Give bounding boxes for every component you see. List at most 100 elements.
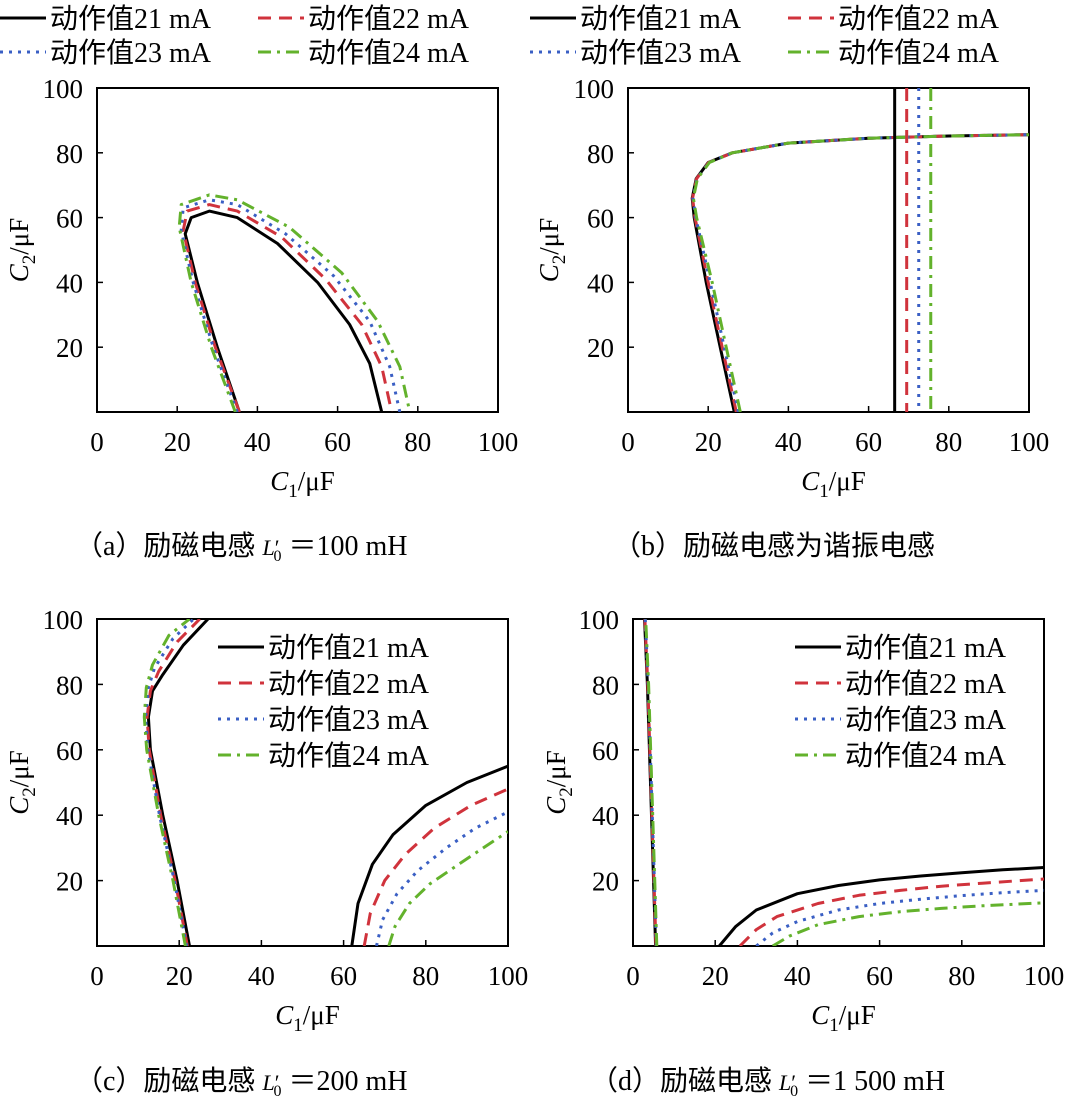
legend-entry-21ma-label: 动作值21 mA [845,632,1007,664]
plot-area [643,619,1044,946]
legend-entry-21ma-label: 动作值21 mA [268,632,430,664]
x-tick-label: 100 [1009,427,1050,457]
x-tick-label: 40 [244,427,271,457]
y-tick-label: 80 [592,670,619,700]
panel-caption: （d）励磁电感 L′0 ＝1 500 mH [590,1065,945,1100]
caption-suffix: ＝100 mH [282,531,408,562]
y-tick-label: 60 [56,204,83,234]
series-line-24ma [177,193,412,412]
y-axis-symbol: C [541,796,571,815]
y-tick-label: 80 [56,670,83,700]
y-tick-label: 20 [587,333,614,363]
y-tick-label: 100 [579,605,620,635]
legend-entry-24ma-label: 动作值24 mA [845,740,1007,772]
x-tick-label: 40 [775,427,802,457]
x-axis-unit: /μF [839,1000,876,1030]
series-line-21ma-b [718,866,1044,946]
y-axis-title: C2/μF [4,218,40,283]
x-tick-label: 80 [935,427,962,457]
y-axis-unit: /μF [4,750,34,787]
series-line-21ma [690,133,1029,412]
x-tick-label: 100 [1024,961,1065,991]
legend: 动作值21 mA 动作值22 mA 动作值23 mA 动作值24 mA [218,632,430,772]
y-tick-label: 40 [56,268,83,298]
caption-prefix: （c）励磁电感 [75,1065,262,1097]
y-tick-label: 60 [592,736,619,766]
x-tick-label: 100 [488,961,529,991]
legend-entry-23ma-label: 动作值23 mA [580,37,742,69]
x-axis-unit: /μF [298,466,335,496]
caption-prime: ′ [275,1070,280,1095]
y-axis-subscript: 2 [556,787,577,797]
y-axis-title: C2/μF [4,750,40,815]
series-line-24ma [142,619,191,946]
x-tick-label: 40 [784,961,811,991]
x-tick-label: 60 [866,961,893,991]
legend: 动作值21 mA 动作值22 mA 动作值23 mA 动作值24 mA [795,632,1007,772]
y-tick-label: 20 [56,867,83,897]
series-line-22ma-b [738,877,1044,946]
legend-entry-21ma-label: 动作值21 mA [580,3,742,35]
y-axis-subscript: 2 [549,255,570,265]
y-axis-unit: /μF [4,218,34,255]
x-tick-label: 60 [330,961,357,991]
x-tick-label: 100 [478,427,519,457]
x-axis-symbol: C [801,466,820,496]
y-tick-label: 60 [587,204,614,234]
series-line-23ma [179,198,402,412]
panel-caption: （b）励磁电感为谐振电感 [613,530,935,562]
plot-frame [632,618,1045,947]
x-axis-symbol: C [270,466,289,496]
y-tick-label: 80 [587,139,614,169]
y-tick-label: 40 [587,268,614,298]
series-line-24ma [644,619,659,946]
series-line-23ma [144,619,195,946]
plot-frame [96,618,509,947]
y-tick-label: 20 [56,333,83,363]
panel-caption: （c）励磁电感 L′0 ＝200 mH [75,1065,408,1100]
y-axis-unit: /μF [534,218,564,255]
caption-suffix: ＝200 mH [282,1066,408,1097]
legend-entry-23ma-label: 动作值23 mA [50,37,212,69]
y-axis-symbol: C [534,263,564,282]
caption-prefix: （d）励磁电感 [590,1065,779,1097]
y-axis-unit: /μF [541,750,571,787]
y-axis-title: C2/μF [534,218,570,283]
x-tick-label: 0 [621,427,635,457]
x-tick-label: 80 [948,961,975,991]
x-tick-label: 80 [404,427,431,457]
x-axis-title: C1/μF [270,466,335,502]
y-tick-label: 100 [43,74,84,104]
series-line-22ma [181,203,394,412]
y-tick-label: 40 [56,801,83,831]
y-tick-label: 100 [43,605,84,635]
y-axis-subscript: 2 [19,787,40,797]
caption-symbol: L [261,1070,274,1095]
series-line-22ma [691,133,1029,412]
y-tick-label: 60 [56,736,83,766]
caption-prime: ′ [275,535,280,560]
series-line-24ma-b [387,830,508,946]
x-tick-label: 20 [164,427,191,457]
y-tick-label: 40 [592,801,619,831]
legend-entry-23ma-label: 动作值23 mA [268,704,430,736]
caption-suffix: ＝1 500 mH [798,1066,945,1097]
legend-entry-22ma-label: 动作值22 mA [845,668,1007,700]
x-axis-title: C1/μF [275,1000,340,1036]
x-axis-subscript: 1 [293,1015,303,1036]
series-line-22ma-b [362,787,508,946]
panel-caption: （a）励磁电感 L′0 ＝100 mH [75,530,408,565]
x-axis-subscript: 1 [829,1015,839,1036]
legend-entry-22ma-label: 动作值22 mA [268,668,430,700]
legend-entry-23ma-label: 动作值23 mA [845,704,1007,736]
x-tick-label: 0 [90,961,104,991]
legend-entry-22ma-label: 动作值22 mA [308,3,470,35]
x-tick-label: 20 [166,961,193,991]
x-axis-symbol: C [811,1000,830,1030]
x-tick-label: 0 [90,427,104,457]
x-tick-label: 20 [695,427,722,457]
series-line-21ma-b [350,764,508,946]
